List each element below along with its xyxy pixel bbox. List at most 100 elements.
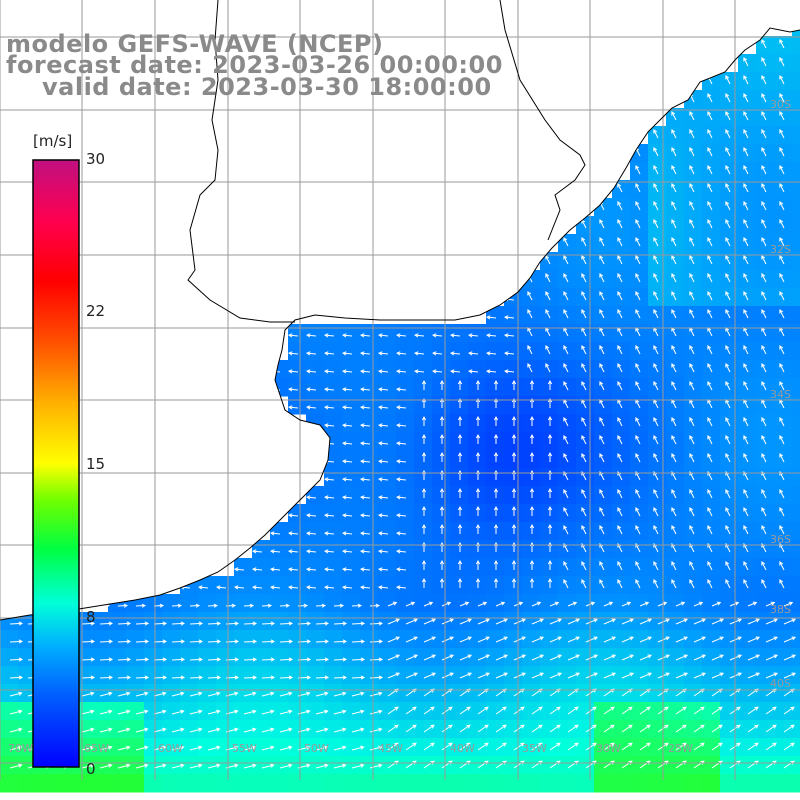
- wind-speed-cell: [180, 684, 199, 703]
- wind-speed-cell: [756, 432, 775, 451]
- wind-arrow-head: [511, 559, 517, 565]
- wind-speed-cell: [396, 540, 415, 559]
- wind-arrow-head: [671, 579, 676, 584]
- wind-speed-cell: [738, 216, 757, 235]
- wind-arrow: [306, 586, 317, 589]
- wind-arrow-head: [234, 709, 239, 714]
- wind-arrow-head: [270, 657, 276, 662]
- wind-arrow-head: [439, 505, 445, 511]
- wind-speed-cell: [288, 630, 307, 649]
- wind-arrow-head: [126, 727, 131, 732]
- wind-arrow-head: [529, 433, 535, 439]
- wind-speed-cell: [558, 306, 577, 325]
- wind-speed-cell: [162, 720, 181, 739]
- wind-speed-cell: [648, 504, 667, 523]
- wind-arrow-head: [653, 381, 658, 386]
- wind-speed-cell: [702, 612, 721, 631]
- wind-arrow-head: [617, 561, 622, 566]
- wind-arrow: [729, 636, 742, 643]
- wind-arrow: [617, 309, 623, 319]
- wind-speed-cell: [324, 720, 343, 739]
- wind-arrow-head: [342, 639, 348, 644]
- wind-speed-cell: [738, 720, 757, 739]
- wind-speed-cell: [702, 306, 721, 325]
- wind-speed-cell: [198, 720, 217, 739]
- wind-speed-cell: [252, 630, 271, 649]
- wind-speed-cell: [558, 684, 577, 703]
- wind-arrow-head: [90, 709, 95, 714]
- wind-speed-cell: [450, 774, 469, 793]
- wind-speed-cell: [216, 648, 235, 667]
- wind-arrow: [653, 507, 659, 517]
- wind-arrow: [477, 602, 487, 607]
- wind-speed-cell: [612, 450, 631, 469]
- wind-speed-cell: [522, 630, 541, 649]
- wind-speed-cell: [126, 738, 145, 757]
- wind-arrow-head: [216, 709, 221, 714]
- wind-arrow: [689, 489, 695, 499]
- wind-speed-cell: [540, 396, 559, 415]
- wind-speed-cell: [756, 504, 775, 523]
- wind-speed-cell: [594, 648, 613, 667]
- wind-arrow-head: [599, 453, 604, 458]
- wind-arrow-head: [682, 742, 687, 747]
- wind-arrow: [779, 93, 785, 103]
- wind-speed-cell: [774, 450, 793, 469]
- wind-arrow: [617, 507, 623, 517]
- wind-arrow-head: [575, 618, 581, 623]
- wind-speed-cell: [756, 756, 775, 775]
- wind-speed-cell: [774, 180, 793, 199]
- wind-arrow-head: [303, 603, 309, 608]
- wind-speed-cell: [774, 576, 793, 595]
- wind-arrow: [288, 352, 299, 355]
- wind-arrow-head: [592, 742, 597, 747]
- wind-arrow-head: [592, 688, 597, 693]
- wind-arrow: [396, 514, 407, 517]
- wind-arrow-head: [593, 618, 599, 623]
- wind-arrow-head: [563, 237, 568, 242]
- wind-speed-cell: [234, 576, 253, 595]
- wind-arrow: [360, 442, 371, 445]
- wind-arrow-head: [773, 654, 779, 659]
- wind-speed-cell: [630, 396, 649, 415]
- wind-speed-cell: [738, 144, 757, 163]
- wind-arrow: [585, 706, 597, 715]
- wind-speed-cell: [684, 360, 703, 379]
- wind-speed-cell: [468, 720, 487, 739]
- wind-arrow: [671, 345, 677, 355]
- wind-speed-cell: [702, 720, 721, 739]
- wind-speed-cell: [450, 342, 469, 361]
- wind-arrow-head: [342, 351, 347, 356]
- wind-arrow-head: [671, 183, 676, 188]
- wind-arrow-head: [689, 273, 694, 278]
- wind-arrow-head: [378, 675, 384, 680]
- wind-arrow: [761, 489, 767, 499]
- wind-speed-cell: [432, 504, 451, 523]
- wind-arrow: [495, 742, 507, 751]
- wind-speed-cell: [468, 558, 487, 577]
- wind-arrow-head: [563, 273, 568, 278]
- wind-arrow: [761, 111, 767, 121]
- wind-arrow: [396, 406, 407, 409]
- wind-speed-cell: [630, 558, 649, 577]
- wind-arrow: [171, 676, 185, 679]
- wind-arrow-head: [306, 675, 312, 680]
- wind-speed-cell: [558, 720, 577, 739]
- wind-speed-cell: [306, 648, 325, 667]
- wind-speed-cell: [306, 720, 325, 739]
- wind-arrow: [527, 291, 533, 301]
- wind-speed-cell: [396, 378, 415, 397]
- wind-speed-cell: [0, 648, 19, 667]
- wind-arrow: [360, 388, 371, 391]
- wind-speed-cell: [378, 666, 397, 685]
- wind-speed-cell: [450, 594, 469, 613]
- wind-arrow: [9, 710, 22, 715]
- wind-arrow: [9, 728, 22, 733]
- wind-arrow: [563, 345, 569, 355]
- wind-arrow-head: [378, 477, 383, 482]
- wind-speed-cell: [270, 666, 289, 685]
- wind-arrow: [342, 568, 353, 571]
- wind-speed-cell: [792, 576, 800, 595]
- wind-speed-cell: [252, 720, 271, 739]
- wind-arrow: [360, 550, 371, 553]
